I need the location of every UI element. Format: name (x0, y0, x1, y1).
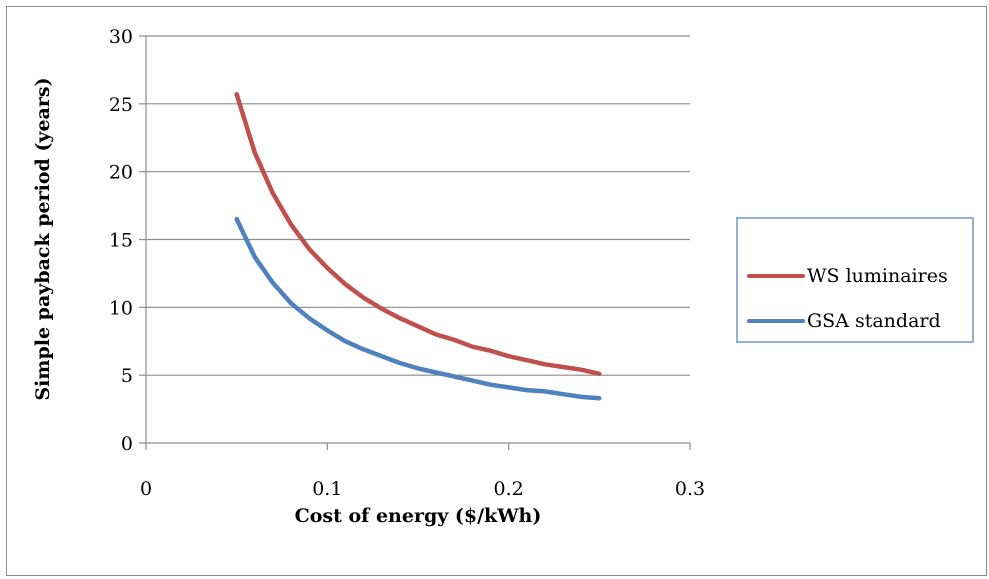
y-tick-label: 20 (109, 162, 133, 184)
y-tick-label: 10 (109, 297, 133, 319)
y-axis-title: Simple payback period (years) (32, 77, 54, 400)
y-tick-label: 15 (109, 230, 133, 252)
tick-labels: 0 5 10 15 20 25 30 0 0.1 0.2 0.3 (109, 26, 705, 500)
legend-label-ws-luminaires: WS luminaires (807, 265, 948, 287)
x-tick-label: 0.3 (675, 478, 705, 500)
y-tick-label: 0 (121, 433, 133, 455)
legend: WS luminaires GSA standard (736, 217, 974, 343)
legend-label-gsa-standard: GSA standard (807, 310, 941, 332)
series-lines (234, 92, 602, 401)
series-line-gsa-standard (234, 216, 602, 401)
axes (139, 35, 691, 450)
y-tick-label: 25 (109, 94, 133, 116)
x-tick-label: 0 (140, 478, 152, 500)
y-tick-label: 30 (109, 26, 133, 48)
x-tick-label: 0.1 (312, 478, 342, 500)
y-tick-label: 5 (121, 365, 133, 387)
x-tick-label: 0.2 (494, 478, 524, 500)
x-axis-title: Cost of energy ($/kWh) (295, 505, 542, 527)
series-line-ws-luminaires (234, 92, 602, 377)
